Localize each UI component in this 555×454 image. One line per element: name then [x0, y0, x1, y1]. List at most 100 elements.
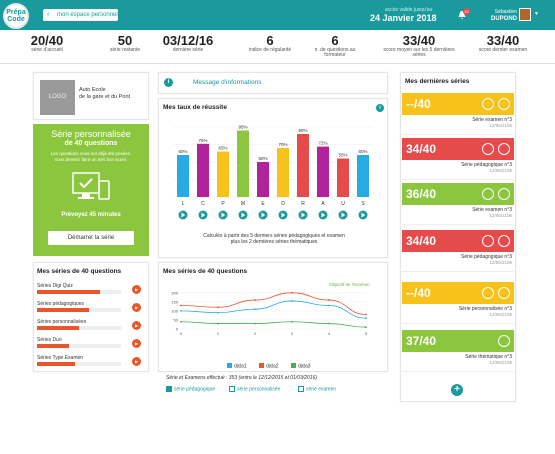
series-line: [180, 300, 367, 319]
score-banner: 37/40: [402, 330, 514, 352]
play-icon-glyph: [261, 212, 266, 218]
series40-row[interactable]: Séries personnalisées ▶: [37, 319, 153, 337]
user-first-name: Sébastien: [494, 9, 517, 15]
filter-pedagogique[interactable]: série pédagogique: [166, 386, 215, 392]
school-name-line1: Auto Ecole: [79, 87, 106, 93]
stat-label: n. de questions au formateur: [314, 47, 356, 58]
series-chart-title: Mes séries de 40 questions: [163, 268, 248, 275]
replay-icon[interactable]: [498, 98, 510, 110]
promo-description-line2: Vous devriez faire un très bon score.: [54, 157, 128, 162]
series40-row-label: Séries Type Examen: [37, 355, 84, 361]
stat-label: score dernier examen: [478, 47, 528, 53]
recent-series-item[interactable]: 34/40 Série pédagogique n°3 12/06/2106: [402, 138, 514, 180]
avatar[interactable]: [519, 8, 531, 21]
replay-icon[interactable]: [498, 287, 510, 299]
start-series-button[interactable]: Démarrer la série: [48, 231, 134, 245]
series-chart-card: Mes séries de 40 questions Objectif de l…: [158, 262, 388, 372]
category-label: D: [281, 201, 285, 207]
series-summary: Série et Examens effectué : 353 (entre l…: [166, 375, 317, 381]
series40-row-label: Séries personnalisées: [37, 319, 87, 325]
progress-track: [37, 290, 121, 294]
recent-series-item[interactable]: 37/40 Série thématique n°3 12/06/2106: [402, 330, 514, 372]
series40-row[interactable]: Séries pédagogiques ▶: [37, 301, 153, 319]
play-icon[interactable]: ▶: [132, 285, 141, 294]
checkbox-icon[interactable]: [298, 386, 304, 392]
steering-wheel-icon: [482, 287, 494, 299]
series-score: 36/40: [406, 187, 437, 201]
data-point: [328, 304, 330, 307]
data-point: [217, 311, 219, 314]
play-icon[interactable]: ▶: [132, 357, 141, 366]
data-point: [291, 320, 293, 323]
promo-description-line1: Les questions vous ont déjà été posées.: [50, 151, 132, 156]
stat-label: score moyen sur les 5 dernières séries: [383, 47, 455, 58]
play-icon-glyph: [361, 212, 366, 218]
filter-personnalisee[interactable]: série personnalisée: [229, 386, 280, 392]
personalized-series-promo: Série personnalisée de 40 questions Les …: [33, 124, 149, 256]
stat-value: 33/40: [402, 33, 436, 48]
app-logo[interactable]: Prépa Code: [3, 3, 29, 29]
promo-title: Série personnalisée: [51, 129, 131, 139]
data-point: [180, 310, 182, 312]
steering-wheel-icon: [482, 143, 494, 155]
bar-value-label: 95%: [238, 125, 247, 130]
computer-icon: [72, 172, 110, 200]
back-button-label: mon espace personnel: [57, 12, 118, 18]
replay-icon[interactable]: [498, 335, 510, 347]
play-icon-glyph: [341, 212, 346, 218]
recent-series-item[interactable]: --/40 Série examen n°3 12/06/2106: [402, 93, 514, 135]
series40-row-label: Séries pédagogiques: [37, 301, 84, 307]
recent-series-item[interactable]: 36/40 Série examen n°3 12/06/2106: [402, 183, 514, 225]
series-line: [180, 292, 367, 315]
progress-track: [37, 308, 121, 312]
stat-welcome: 20/40 série d'accueil: [22, 33, 72, 53]
recent-series-item[interactable]: --/40 Série personnalisée n°3 12/06/2106: [402, 282, 514, 324]
chevron-down-icon[interactable]: ▼: [534, 11, 539, 17]
info-icon[interactable]: i: [376, 104, 384, 112]
success-note-line2: plus les 2 dernières séries thématiques: [230, 239, 318, 245]
chart-legend: data1 data2 data3: [227, 363, 311, 370]
play-icon[interactable]: ▶: [132, 339, 141, 348]
data-point: [291, 300, 293, 302]
category-label: M: [241, 201, 245, 207]
series-date: 12/06/2106: [489, 168, 512, 173]
checkbox-checked-icon[interactable]: [166, 386, 172, 392]
recent-series-title: Mes dernières séries: [405, 78, 470, 85]
category-label: L: [182, 201, 185, 207]
play-icon[interactable]: ▶: [132, 303, 141, 312]
series-score: 37/40: [406, 334, 437, 348]
replay-icon[interactable]: [498, 235, 510, 247]
stat-label: dernière série: [172, 47, 204, 53]
bar-value-label: 90%: [298, 128, 307, 133]
success-note-line1: Calculés à partir des 5 derniers séries …: [203, 233, 345, 239]
stat-label: indice de régularité: [248, 47, 292, 53]
series-score: 34/40: [406, 234, 437, 248]
stat-avg-score: 33/40 score moyen sur les 5 dernières sé…: [378, 33, 460, 58]
series40-row[interactable]: Séries Type Examen ▶: [37, 355, 153, 373]
score-banner: 34/40: [402, 230, 514, 252]
replay-icon[interactable]: [498, 188, 510, 200]
play-icon[interactable]: ▶: [132, 321, 141, 330]
series-date: 12/06/2106: [489, 213, 512, 218]
series-name: Série thématique n°3: [465, 354, 512, 360]
series40-row[interactable]: Séries Duo ▶: [37, 337, 153, 355]
progress-track: [37, 326, 121, 330]
series-line-chart: 0 50 100 150 200 0 1 2 3 4 5: [171, 290, 368, 336]
checkbox-icon[interactable]: [229, 386, 235, 392]
back-button[interactable]: ‹ mon espace personnel: [43, 9, 118, 21]
x-tick-label: 4: [328, 331, 331, 336]
filter-label: série personnalisée: [237, 386, 281, 393]
message-card[interactable]: i Message d'informations: [158, 72, 388, 94]
play-icon-glyph: [241, 212, 246, 218]
series40-row[interactable]: Séries Digi Quiz ▶: [37, 283, 153, 301]
bar: [237, 130, 249, 197]
filter-examen[interactable]: série examen: [298, 386, 336, 392]
recent-series-item[interactable]: 34/40 Série pédagogique n°3 12/06/2106: [402, 230, 514, 272]
bar-value-label: 76%: [198, 138, 207, 143]
series40-row-label: Séries Duo: [37, 337, 62, 343]
replay-icon[interactable]: [498, 143, 510, 155]
success-title: Mes taux de réussite: [163, 104, 227, 111]
user-last-name: DUPOND: [490, 16, 517, 22]
x-tick-label: 1: [217, 331, 220, 336]
add-series-button[interactable]: +: [451, 384, 463, 396]
